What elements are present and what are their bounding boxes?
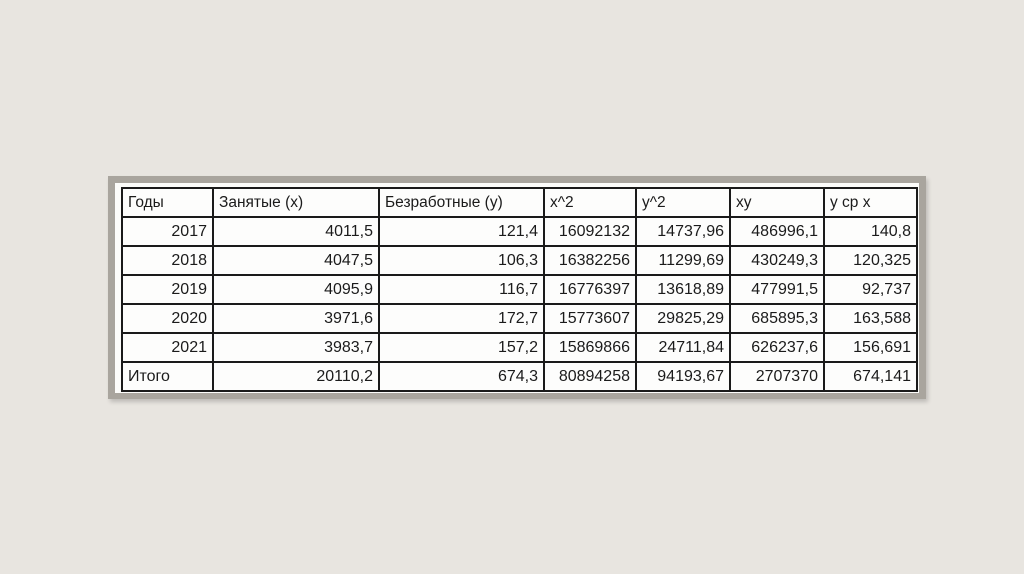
total-value-cell: 20110,2 [212, 361, 380, 392]
value-cell: 29825,29 [635, 303, 731, 334]
total-label-cell: Итого [121, 361, 214, 392]
value-cell: 4095,9 [212, 274, 380, 305]
value-cell: 11299,69 [635, 245, 731, 276]
value-cell: 140,8 [823, 216, 918, 247]
value-cell: 106,3 [378, 245, 545, 276]
total-row: Итого 20110,2 674,3 80894258 94193,67 27… [121, 361, 918, 392]
header-row: Годы Занятые (x) Безработные (y) x^2 y^2… [121, 187, 918, 218]
year-cell: 2018 [121, 245, 214, 276]
header-cell-xy: xy [729, 187, 825, 218]
table-panel-inner: Годы Занятые (x) Безработные (y) x^2 y^2… [115, 183, 919, 393]
value-cell: 685895,3 [729, 303, 825, 334]
value-cell: 157,2 [378, 332, 545, 363]
header-cell-y-squared: y^2 [635, 187, 731, 218]
header-cell-unemployed: Безработные (y) [378, 187, 545, 218]
table-row: 2020 3971,6 172,7 15773607 29825,29 6858… [121, 303, 918, 334]
total-value-cell: 2707370 [729, 361, 825, 392]
value-cell: 116,7 [378, 274, 545, 305]
header-cell-x-squared: x^2 [543, 187, 637, 218]
table-panel: Годы Занятые (x) Безработные (y) x^2 y^2… [108, 176, 926, 399]
table-row: 2021 3983,7 157,2 15869866 24711,84 6262… [121, 332, 918, 363]
total-value-cell: 80894258 [543, 361, 637, 392]
value-cell: 3983,7 [212, 332, 380, 363]
value-cell: 172,7 [378, 303, 545, 334]
value-cell: 24711,84 [635, 332, 731, 363]
value-cell: 120,325 [823, 245, 918, 276]
table-row: 2018 4047,5 106,3 16382256 11299,69 4302… [121, 245, 918, 276]
value-cell: 3971,6 [212, 303, 380, 334]
value-cell: 156,691 [823, 332, 918, 363]
year-cell: 2021 [121, 332, 214, 363]
value-cell: 4047,5 [212, 245, 380, 276]
value-cell: 477991,5 [729, 274, 825, 305]
value-cell: 4011,5 [212, 216, 380, 247]
year-cell: 2017 [121, 216, 214, 247]
table-row: 2017 4011,5 121,4 16092132 14737,96 4869… [121, 216, 918, 247]
header-cell-years: Годы [121, 187, 214, 218]
statistics-table: Годы Занятые (x) Безработные (y) x^2 y^2… [121, 187, 918, 392]
header-cell-y-mean-x: y ср x [823, 187, 918, 218]
total-value-cell: 94193,67 [635, 361, 731, 392]
table-row: 2019 4095,9 116,7 16776397 13618,89 4779… [121, 274, 918, 305]
year-cell: 2020 [121, 303, 214, 334]
value-cell: 486996,1 [729, 216, 825, 247]
header-cell-employed: Занятые (x) [212, 187, 380, 218]
total-value-cell: 674,141 [823, 361, 918, 392]
value-cell: 15773607 [543, 303, 637, 334]
value-cell: 16382256 [543, 245, 637, 276]
value-cell: 16092132 [543, 216, 637, 247]
value-cell: 14737,96 [635, 216, 731, 247]
value-cell: 121,4 [378, 216, 545, 247]
total-value-cell: 674,3 [378, 361, 545, 392]
value-cell: 16776397 [543, 274, 637, 305]
year-cell: 2019 [121, 274, 214, 305]
value-cell: 163,588 [823, 303, 918, 334]
value-cell: 13618,89 [635, 274, 731, 305]
value-cell: 92,737 [823, 274, 918, 305]
value-cell: 430249,3 [729, 245, 825, 276]
value-cell: 15869866 [543, 332, 637, 363]
value-cell: 626237,6 [729, 332, 825, 363]
